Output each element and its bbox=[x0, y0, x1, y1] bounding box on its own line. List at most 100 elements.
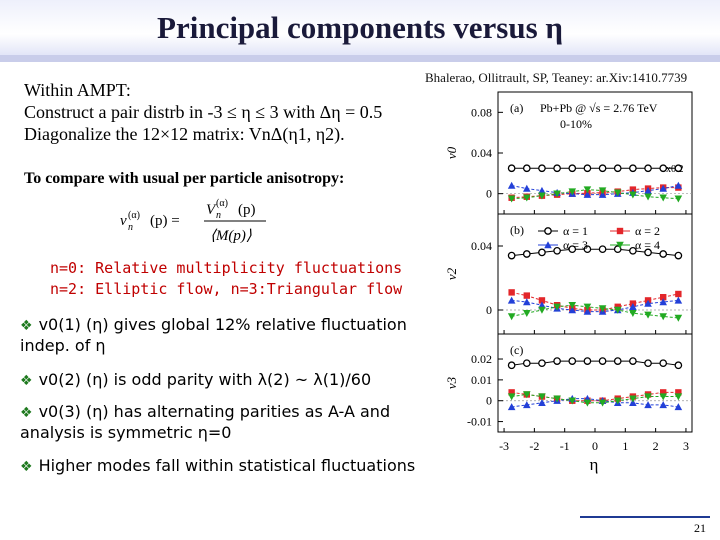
legend-entry: α = 2 bbox=[635, 224, 660, 238]
series-line bbox=[511, 291, 679, 311]
legend-entry: α = 4 bbox=[635, 238, 660, 252]
page-number: 21 bbox=[694, 521, 706, 535]
legend-marker bbox=[544, 241, 552, 249]
title-banner bbox=[0, 0, 720, 62]
data-point bbox=[508, 389, 515, 396]
data-point bbox=[613, 397, 622, 405]
data-point bbox=[629, 399, 637, 407]
legend-marker bbox=[616, 227, 624, 235]
data-point bbox=[538, 393, 546, 401]
data-point bbox=[507, 361, 516, 370]
formula-lhs-arg: (p) = bbox=[150, 213, 180, 229]
reference-citation: Bhalerao, Ollitrault, SP, Teaney: ar.Xiv… bbox=[425, 70, 688, 85]
data-point bbox=[568, 306, 577, 314]
data-point bbox=[674, 251, 683, 260]
data-point bbox=[522, 194, 531, 202]
data-point bbox=[629, 191, 637, 199]
data-point bbox=[583, 307, 592, 315]
legend-entry: α = 1 bbox=[563, 224, 588, 238]
data-point bbox=[659, 401, 668, 409]
panel-label: (c) bbox=[510, 343, 523, 357]
bullet-1: ❖ v0(1) (η) gives global 12% relative flu… bbox=[20, 315, 440, 356]
data-point bbox=[674, 314, 683, 322]
data-point bbox=[523, 292, 530, 299]
data-point bbox=[507, 296, 516, 304]
data-point bbox=[598, 164, 607, 173]
x-tick-label: -1 bbox=[560, 439, 570, 453]
data-point bbox=[522, 164, 531, 173]
series-line bbox=[511, 189, 679, 200]
data-point bbox=[660, 389, 667, 396]
data-point bbox=[522, 184, 531, 192]
intro-line-3: Diagonalize the 12×12 matrix: VnΔ(η1, η2… bbox=[24, 124, 345, 144]
data-point bbox=[644, 401, 652, 409]
x-tick-label: 3 bbox=[683, 439, 689, 453]
data-point bbox=[553, 395, 561, 403]
data-point bbox=[598, 305, 607, 313]
x-tick-label: 0 bbox=[592, 439, 598, 453]
data-point bbox=[522, 310, 531, 317]
formula-numerator: V bbox=[206, 202, 217, 218]
data-point bbox=[538, 301, 546, 309]
data-point bbox=[613, 245, 622, 254]
data-point bbox=[583, 164, 592, 173]
data-point bbox=[522, 359, 531, 368]
y-tick-label: 0.01 bbox=[471, 373, 492, 387]
data-point bbox=[613, 164, 622, 173]
bullet-3: ❖ v0(3) (η) has alternating parities as A… bbox=[20, 402, 440, 443]
data-point bbox=[538, 399, 546, 407]
data-point bbox=[507, 195, 516, 203]
data-point bbox=[674, 195, 683, 203]
data-point bbox=[553, 164, 561, 173]
mode-n2-n3: n=2: Elliptic flow, n=3:Triangular flow bbox=[50, 280, 403, 298]
data-point bbox=[659, 393, 668, 401]
series-line bbox=[511, 398, 679, 408]
y-tick-label: 0.04 bbox=[471, 239, 492, 253]
data-point bbox=[583, 399, 592, 407]
data-point bbox=[659, 184, 668, 192]
data-point bbox=[568, 164, 577, 173]
x-tick-label: 1 bbox=[622, 439, 628, 453]
formula-lhs: v bbox=[120, 213, 127, 229]
data-point bbox=[659, 250, 668, 258]
diamond-bullet-icon: ❖ bbox=[20, 318, 33, 334]
data-point bbox=[613, 189, 622, 197]
data-point bbox=[507, 251, 516, 260]
data-point bbox=[659, 359, 668, 368]
panel-label: (a) bbox=[510, 101, 523, 115]
data-point bbox=[644, 186, 652, 194]
scale-annotation: x0.2 bbox=[666, 164, 684, 175]
y-tick-label: 0.04 bbox=[471, 146, 492, 160]
data-point bbox=[629, 310, 637, 317]
data-point bbox=[568, 397, 577, 405]
data-point bbox=[553, 246, 561, 255]
data-point bbox=[538, 297, 546, 304]
diamond-bullet-icon: ❖ bbox=[20, 373, 33, 389]
formula-denominator: ⟨M(p)⟩ bbox=[210, 228, 252, 244]
compare-label: To compare with usual per particle aniso… bbox=[24, 170, 345, 187]
data-point bbox=[629, 357, 637, 365]
y-tick-label: 0.08 bbox=[471, 105, 492, 119]
series-line bbox=[511, 360, 679, 366]
formula-num-arg: (p) bbox=[238, 202, 256, 218]
data-point bbox=[522, 250, 531, 258]
data-point bbox=[598, 245, 607, 254]
data-point bbox=[613, 306, 622, 314]
data-point bbox=[675, 389, 682, 396]
legend-entry: α = 3 bbox=[563, 238, 588, 252]
x-tick-label: 2 bbox=[653, 439, 659, 453]
data-point bbox=[583, 186, 592, 194]
data-point bbox=[644, 164, 652, 173]
data-point bbox=[598, 399, 607, 407]
data-point bbox=[674, 296, 683, 304]
bullet-2: ❖ v0(2) (η) is odd parity with λ(2) ~ λ(1… bbox=[20, 370, 371, 389]
data-point bbox=[659, 313, 668, 321]
legend-system: Pb+Pb @ √s = 2.76 TeV bbox=[540, 101, 658, 115]
diamond-bullet-icon: ❖ bbox=[20, 459, 33, 475]
formula-num-sub: n bbox=[216, 210, 221, 221]
data-point bbox=[598, 357, 607, 365]
data-point bbox=[644, 393, 652, 401]
data-point bbox=[659, 164, 668, 173]
data-point bbox=[583, 245, 592, 254]
